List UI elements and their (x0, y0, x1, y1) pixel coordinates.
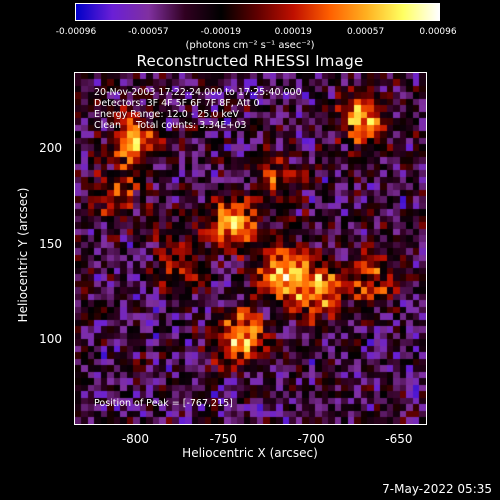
annotation-time: 20-Nov-2003 17:22:24.000 to 17:25:40.000 (94, 87, 302, 98)
x-tick-label: -700 (297, 432, 325, 446)
colorbar-tick-label: 0.00057 (346, 27, 385, 37)
colorbar-tick-label: -0.00019 (200, 27, 242, 37)
chart-title: Reconstructed RHESSI Image (136, 52, 364, 70)
x-tick-label: -650 (385, 432, 413, 446)
colorbar-tick-label: -0.00096 (55, 27, 97, 37)
annotation-clean: Clean Total counts: 3.34E+03 (94, 120, 247, 131)
x-tick-label: -800 (121, 432, 150, 446)
annotation-energy: Energy Range: 12.0 - 25.0 keV (94, 109, 239, 120)
heatmap-image (75, 73, 426, 424)
x-axis-label: Heliocentric X (arcsec) (182, 446, 318, 460)
annotation-detectors: Detectors: 3F 4F 5F 6F 7F 8F, Att 0 (94, 98, 260, 109)
plot-area (74, 72, 427, 425)
colorbar-unit-label: (photons cm⁻² s⁻¹ asec⁻²) (185, 40, 315, 51)
y-axis-label: Heliocentric Y (arcsec) (16, 187, 30, 323)
annotation-peak: Position of Peak = [-767,215] (94, 398, 233, 409)
colorbar (75, 3, 440, 21)
colorbar-tick-label: -0.00057 (128, 27, 169, 37)
x-tick-label: -750 (209, 432, 237, 446)
y-tick-label: 150 (39, 236, 62, 251)
colorbar-tick-label: 0.00096 (419, 27, 457, 37)
colorbar-tick-label: 0.00019 (274, 27, 312, 37)
y-tick-label: 200 (39, 141, 62, 156)
timestamp: 7-May-2022 05:35 (382, 482, 492, 496)
y-tick-label: 100 (39, 332, 62, 347)
